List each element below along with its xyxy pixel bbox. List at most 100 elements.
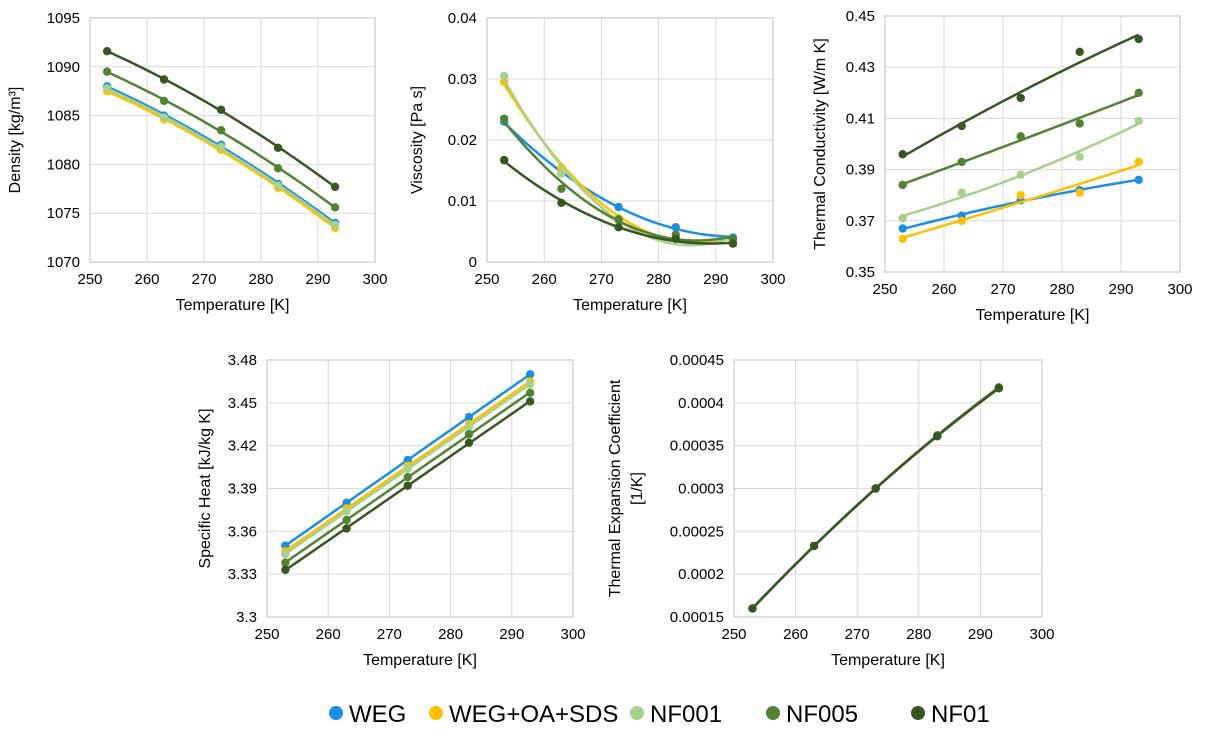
data-point-nf001	[525, 380, 535, 389]
data-point-nf001	[499, 71, 509, 81]
y-tick-label: 0	[469, 254, 477, 271]
data-point-nf005	[557, 184, 566, 193]
data-point-nf001	[403, 464, 412, 473]
data-point-nf001	[557, 169, 566, 178]
data-point-nf01	[273, 143, 283, 153]
legend-label: NF01	[931, 701, 990, 728]
data-point-nf001	[216, 142, 226, 152]
x-tick-label: 280	[438, 626, 463, 643]
data-point-weg-oa-sds	[1134, 157, 1143, 167]
y-tick-label: 0.00045	[670, 352, 724, 369]
data-point-weg	[898, 224, 907, 233]
data-point-nf01	[557, 198, 566, 208]
y-tick-label: 1090	[47, 59, 80, 76]
x-tick-label: 290	[305, 271, 330, 288]
y-tick-label: 1095	[47, 10, 80, 27]
trendline-weg	[751, 386, 1000, 610]
trendline-weg-oa-sds	[902, 163, 1140, 240]
data-point-weg-oa-sds	[1075, 188, 1084, 197]
data-point-nf001	[281, 549, 290, 559]
data-point-nf01	[281, 565, 290, 575]
plot-frame	[89, 17, 376, 263]
x-axis-title: Temperature [K]	[976, 307, 1090, 324]
y-tick-label: 0.41	[846, 110, 875, 127]
x-tick-label: 250	[721, 626, 746, 643]
y-tick-label: 0.0002	[678, 566, 724, 583]
x-axis-title: Temperature [K]	[573, 297, 687, 314]
data-point-nf01	[1134, 34, 1143, 44]
data-point-nf005	[273, 164, 283, 173]
data-point-weg	[614, 202, 623, 212]
data-point-nf01	[525, 397, 535, 406]
trendline-nf01	[751, 387, 1000, 610]
data-point-nf01	[898, 150, 907, 159]
data-point-nf01	[499, 155, 509, 165]
x-axis-title: Temperature [K]	[831, 652, 945, 669]
data-point-nf005	[159, 96, 169, 106]
trendline-weg-oa-sds	[751, 386, 1000, 610]
y-tick-label: 0.03	[448, 71, 477, 88]
legend: WEG WEG+OA+SDS NF001 NF005 NF01	[329, 701, 990, 728]
data-point-nf005	[342, 515, 351, 525]
legend-marker	[630, 706, 644, 720]
data-point-nf001	[273, 181, 283, 191]
legend-label: WEG+OA+SDS	[449, 701, 618, 728]
plot-frame	[486, 17, 774, 263]
y-axis-title: Thermal Expansion Coefficient	[607, 379, 624, 597]
y-tick-label: 1070	[47, 254, 80, 271]
data-point-weg	[1134, 175, 1143, 185]
data-point-nf01	[614, 223, 623, 232]
data-point-nf01	[216, 105, 226, 114]
data-point-nf001	[330, 220, 340, 230]
x-axis-title: Temperature [K]	[176, 297, 290, 314]
data-point-nf001	[342, 507, 351, 516]
y-tick-label: 0.39	[846, 162, 875, 179]
legend-label: NF001	[650, 701, 722, 728]
y-tick-label: 3.33	[228, 566, 257, 583]
x-tick-label: 290	[968, 626, 993, 643]
data-point-nf005	[102, 67, 112, 76]
data-point-nf005	[525, 388, 535, 398]
legend-marker	[429, 706, 443, 720]
x-tick-label: 260	[316, 626, 341, 643]
data-point-weg-oa-sds	[957, 216, 966, 225]
trendline-nf001	[751, 386, 1000, 610]
x-tick-label: 270	[191, 271, 216, 288]
y-tick-label: 0.0003	[678, 481, 724, 498]
data-point-nf001	[1016, 170, 1025, 179]
chart-density: 250 260 270 280 290 300 1070 1075 1080 1085 1090 10…	[7, 10, 388, 314]
trendline-nf005	[751, 386, 1000, 610]
y-tick-label: 0.00035	[670, 438, 724, 455]
chart-viscosity: 250 260 270 280 290 300 0 0.01 0.02 0.03 0.04 Tempe…	[409, 10, 786, 314]
data-point-nf005	[330, 203, 340, 212]
y-tick-label: 3.45	[228, 395, 257, 412]
data-point-nf01	[330, 182, 340, 192]
x-tick-label: 250	[474, 271, 499, 288]
data-point-nf01	[871, 484, 880, 493]
data-point-nf005	[403, 472, 412, 482]
x-tick-label: 300	[560, 626, 585, 643]
y-tick-label: 1080	[47, 156, 80, 173]
data-point-nf01	[957, 121, 966, 131]
x-tick-label: 290	[703, 271, 728, 288]
data-point-nf01	[809, 541, 819, 551]
x-tick-label: 280	[646, 271, 671, 288]
legend-marker	[766, 706, 780, 720]
data-point-nf005	[499, 114, 509, 123]
x-tick-label: 290	[499, 626, 524, 643]
y-tick-label: 0.00015	[670, 609, 724, 626]
legend-label: WEG	[349, 701, 406, 728]
y-tick-label: 0.45	[846, 8, 875, 25]
data-point-nf01	[403, 481, 412, 490]
y-tick-label: 3.39	[228, 481, 257, 498]
data-point-nf01	[1075, 47, 1084, 57]
x-tick-label: 270	[377, 626, 402, 643]
data-point-nf005	[957, 157, 966, 167]
y-tick-label: 0.00025	[670, 523, 724, 540]
data-point-weg	[464, 412, 474, 422]
data-point-nf005	[216, 126, 226, 135]
chart-thermal-expansion: 250 260 270 280 290 300 0.00015 0.0002 0.00025 0.…	[607, 352, 1055, 669]
legend-label: NF005	[786, 701, 858, 728]
y-tick-label: 0.02	[448, 132, 477, 149]
data-point-nf01	[994, 384, 1004, 393]
